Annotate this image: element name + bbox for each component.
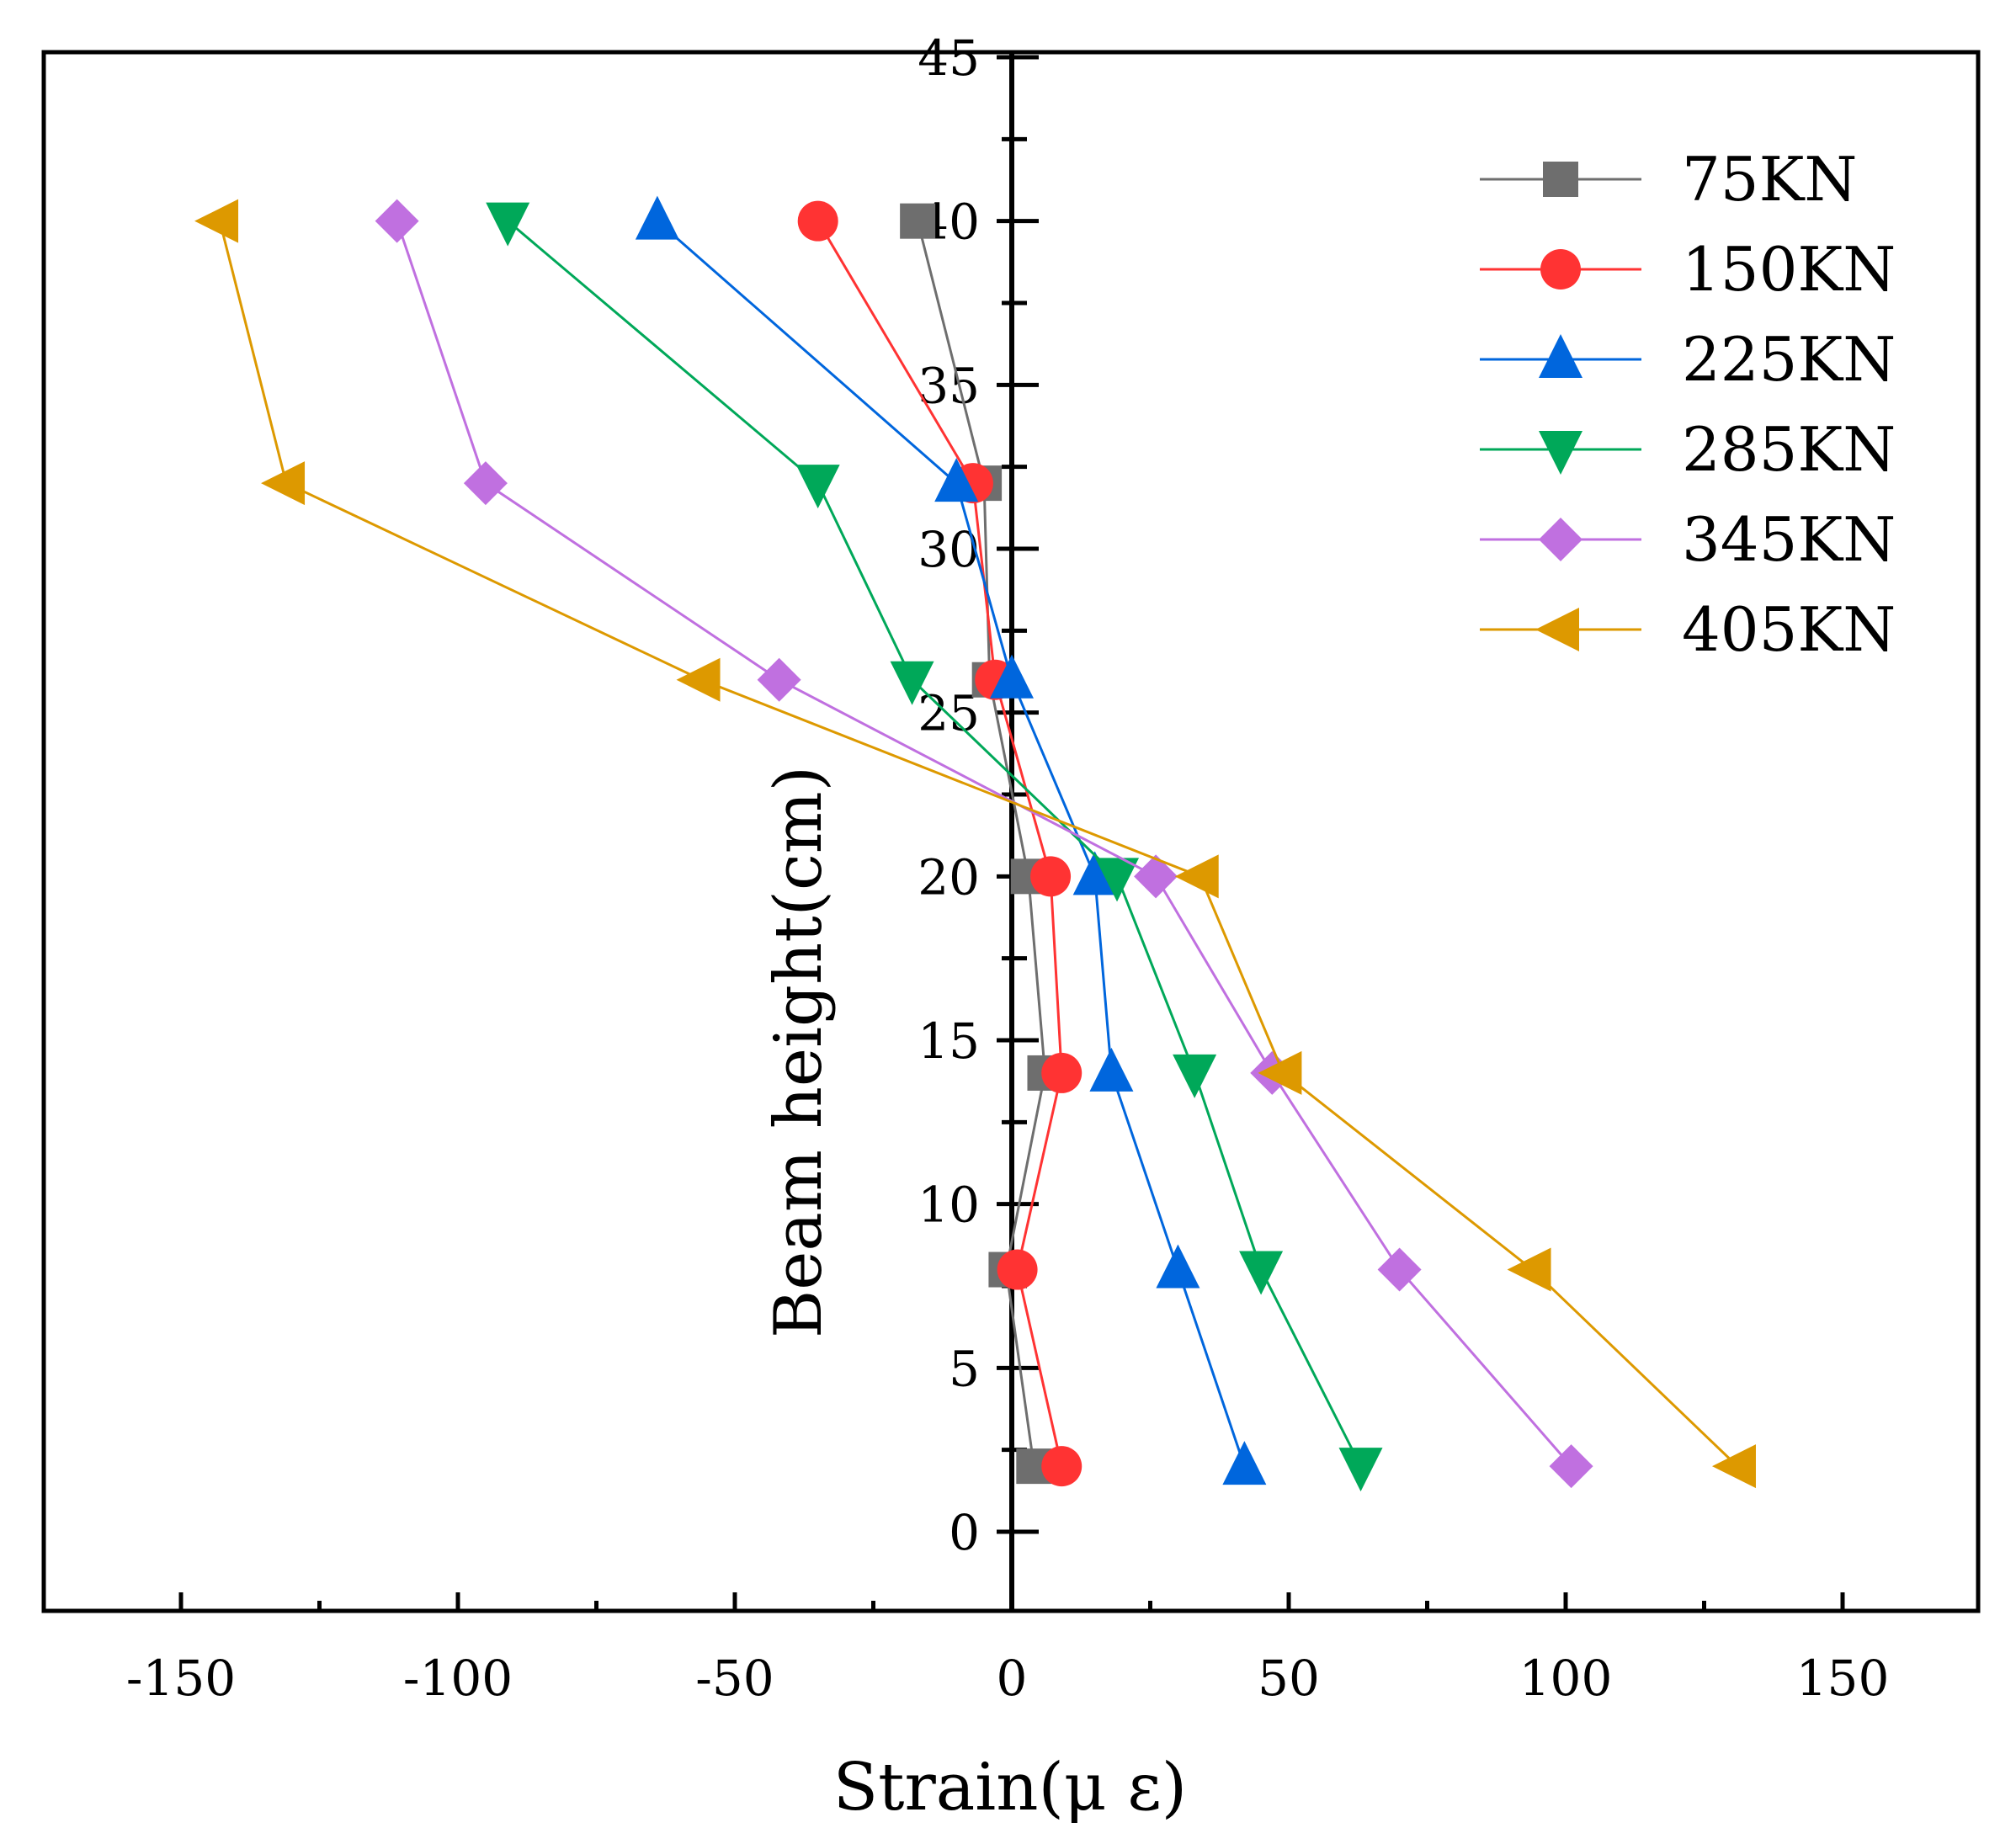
data-point-345KN <box>1377 1247 1422 1292</box>
legend-label: 225KN <box>1682 324 1896 395</box>
data-point-150KN <box>1041 1446 1082 1487</box>
legend-item: 345KN <box>1480 504 1896 575</box>
x-tick-label: -150 <box>126 1650 236 1707</box>
data-point-285KN <box>795 465 840 509</box>
legend-label: 150KN <box>1682 234 1896 305</box>
data-point-225KN <box>990 654 1034 699</box>
x-tick-label: 50 <box>1258 1650 1320 1707</box>
data-point-345KN <box>375 199 419 243</box>
y-tick-label: 20 <box>918 848 980 906</box>
legend-marker <box>1540 249 1581 290</box>
data-point-405KN <box>1258 1050 1302 1095</box>
y-axis-title: Beam height(cm) <box>761 766 837 1338</box>
x-tick-label: 100 <box>1519 1650 1613 1707</box>
data-point-225KN <box>1222 1441 1267 1485</box>
y-tick-label: 10 <box>918 1177 980 1234</box>
legend: 75KN 150KN 225KN 285KN 345KN 405KN <box>1480 144 1896 665</box>
data-point-150KN <box>797 200 838 242</box>
legend-label: 405KN <box>1682 594 1896 665</box>
series-225KN <box>635 195 1267 1485</box>
data-point-75KN <box>900 203 936 239</box>
legend-label: 75KN <box>1682 144 1857 215</box>
x-axis: -150 -100 -50 0 50 100 150 <box>126 1592 1890 1707</box>
data-point-225KN <box>1089 1047 1134 1092</box>
data-point-150KN <box>1041 1052 1082 1093</box>
series-405KN <box>194 199 1756 1489</box>
data-point-285KN <box>890 661 934 705</box>
y-tick-label: 0 <box>949 1504 980 1561</box>
x-tick-label: 150 <box>1796 1650 1890 1707</box>
y-tick-label: 45 <box>918 29 980 87</box>
series-285KN <box>486 202 1383 1492</box>
legend-marker <box>1539 431 1582 475</box>
legend-item: 150KN <box>1480 234 1896 305</box>
data-point-405KN <box>676 657 721 702</box>
data-point-405KN <box>261 461 306 506</box>
series-150KN <box>797 200 1082 1487</box>
data-point-225KN <box>1156 1244 1200 1289</box>
data-point-405KN <box>194 199 239 243</box>
data-point-225KN <box>635 195 679 240</box>
data-point-345KN <box>1134 854 1178 899</box>
y-tick-label: 15 <box>918 1012 980 1070</box>
data-point-405KN <box>1174 854 1219 899</box>
legend-marker <box>1543 162 1578 197</box>
x-tick-label: 0 <box>997 1650 1028 1707</box>
legend-label: 285KN <box>1682 414 1896 485</box>
data-point-345KN <box>757 657 801 702</box>
data-point-150KN <box>1030 856 1072 897</box>
data-point-285KN <box>486 202 530 247</box>
data-point-405KN <box>1711 1444 1756 1489</box>
data-point-285KN <box>1338 1448 1383 1492</box>
data-point-345KN <box>463 461 508 506</box>
y-tick-label: 5 <box>949 1340 980 1397</box>
legend-item: 75KN <box>1480 144 1857 215</box>
data-point-225KN <box>934 458 979 502</box>
series-layer <box>194 195 1756 1492</box>
legend-marker <box>1539 518 1582 561</box>
data-point-285KN <box>1173 1054 1217 1098</box>
x-tick-label: -100 <box>403 1650 513 1707</box>
x-axis-title: Strain(μ ε) <box>833 1750 1188 1825</box>
legend-item: 285KN <box>1480 414 1896 485</box>
legend-item: 225KN <box>1480 324 1896 395</box>
legend-label: 345KN <box>1682 504 1896 575</box>
series-345KN <box>375 199 1593 1489</box>
x-tick-label: -50 <box>695 1650 774 1707</box>
legend-item: 405KN <box>1480 594 1896 665</box>
data-point-225KN <box>1072 851 1117 895</box>
legend-marker <box>1539 334 1582 378</box>
data-point-285KN <box>1239 1251 1284 1295</box>
data-point-150KN <box>997 1249 1038 1290</box>
legend-marker <box>1535 608 1579 651</box>
data-point-405KN <box>1507 1247 1551 1292</box>
data-point-345KN <box>1549 1444 1593 1489</box>
data-point-285KN <box>1095 858 1140 902</box>
